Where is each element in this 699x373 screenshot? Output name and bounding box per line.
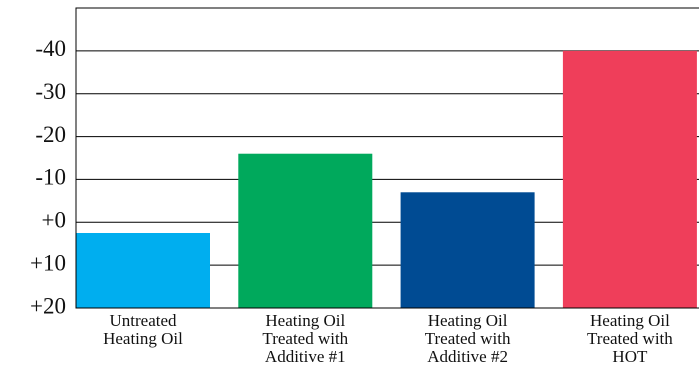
x-tick-label: Heating Oil: [590, 311, 670, 330]
y-tick-label: +20: [30, 293, 66, 318]
bar: [400, 192, 535, 308]
x-tick-label: Additive #1: [265, 347, 346, 366]
x-tick-label: Treated with: [262, 329, 348, 348]
y-tick-label: +0: [42, 208, 66, 233]
x-tick-label: Untreated: [109, 311, 177, 330]
x-tick-label: Heating Oil: [428, 311, 508, 330]
x-tick-label: Heating Oil: [103, 329, 183, 348]
y-tick-label: +10: [30, 250, 66, 275]
y-tick-label: -30: [35, 79, 66, 104]
y-tick-label: -10: [35, 165, 66, 190]
x-tick-label: Treated with: [587, 329, 673, 348]
x-tick-label: Additive #2: [427, 347, 508, 366]
bar: [238, 153, 373, 308]
x-tick-label: HOT: [612, 347, 648, 366]
plot-frame: [75, 7, 699, 309]
bar: [76, 233, 210, 308]
bar: [562, 50, 697, 308]
x-tick-label: Treated with: [425, 329, 511, 348]
x-tick-label: Heating Oil: [265, 311, 345, 330]
y-tick-label: -40: [35, 36, 66, 61]
y-tick-label: -20: [35, 122, 66, 147]
